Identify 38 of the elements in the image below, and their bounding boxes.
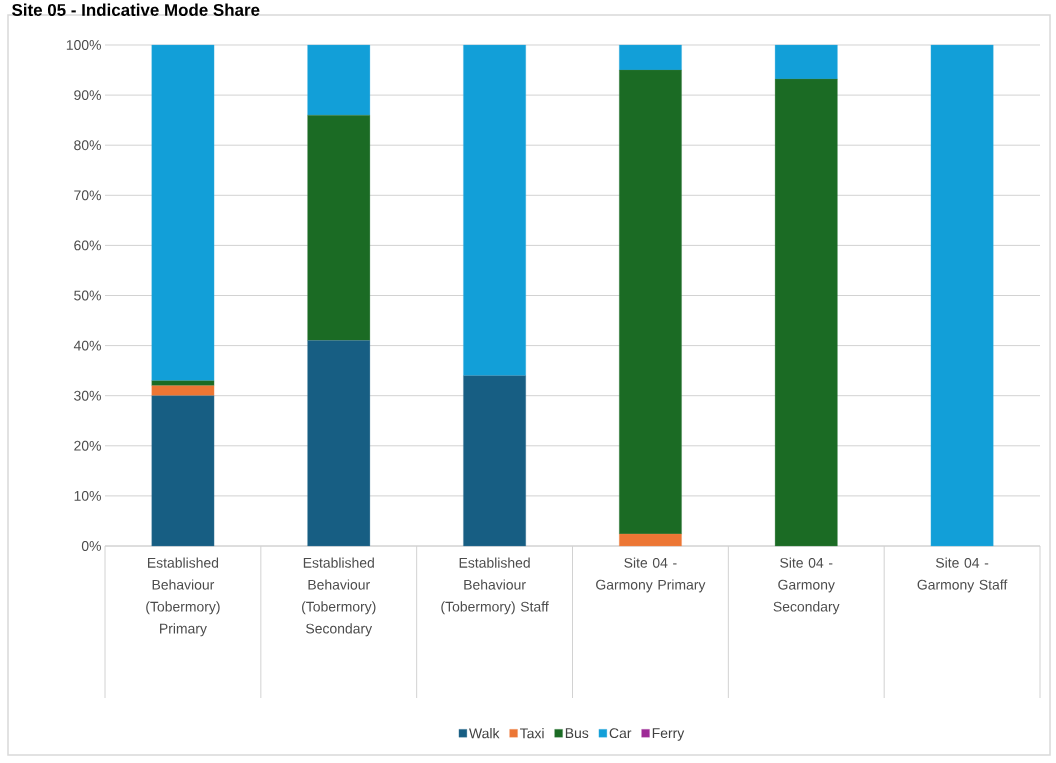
y-tick-label: 60% [74, 240, 101, 251]
y-tick-label: 50% [74, 290, 101, 301]
bar [151, 395, 215, 547]
legend-label: Ferry [652, 728, 685, 741]
legend-label: Taxi [520, 728, 544, 739]
legend-label: Bus [565, 728, 589, 739]
y-tick-label: 30% [74, 390, 101, 401]
bar [307, 44, 371, 116]
bar [151, 44, 215, 381]
x-tick-label: Established Behaviour (Tobermory) Staff [441, 557, 549, 615]
bar [619, 44, 682, 71]
x-tick-label: Established Behaviour (Tobermory) Secondary [302, 557, 376, 637]
chart-title: Site 05 - Indicative Mode Share [12, 3, 260, 16]
bar [619, 69, 682, 535]
bar [774, 44, 838, 80]
bar [619, 533, 682, 547]
legend-label: Car [609, 728, 632, 739]
y-tick-label: 40% [73, 340, 101, 351]
bar [463, 44, 526, 376]
x-tick-label: Established Behaviour (Tobermory) Primary [146, 557, 220, 637]
x-tick-label: Site 04 - Garmony Primary [596, 557, 706, 593]
x-tick-label: Site 04 - Garmony Staff [917, 557, 1008, 593]
bar [463, 375, 526, 547]
y-tick-label: 20% [74, 440, 101, 451]
bar [151, 380, 215, 386]
bar [307, 340, 371, 547]
x-tick-label: Site 04 - Garmony Secondary [773, 557, 840, 615]
y-tick-label: 0% [81, 541, 101, 551]
bar [307, 114, 371, 341]
y-tick-label: 10% [74, 490, 101, 501]
bar [151, 385, 215, 396]
y-tick-label: 70% [74, 190, 101, 201]
y-tick-label: 80% [74, 140, 101, 151]
y-tick-label: 90% [74, 90, 101, 101]
bar [930, 44, 994, 547]
legend-label: Walk [469, 728, 500, 739]
y-tick-label: 100% [66, 40, 101, 50]
bar [774, 78, 838, 547]
